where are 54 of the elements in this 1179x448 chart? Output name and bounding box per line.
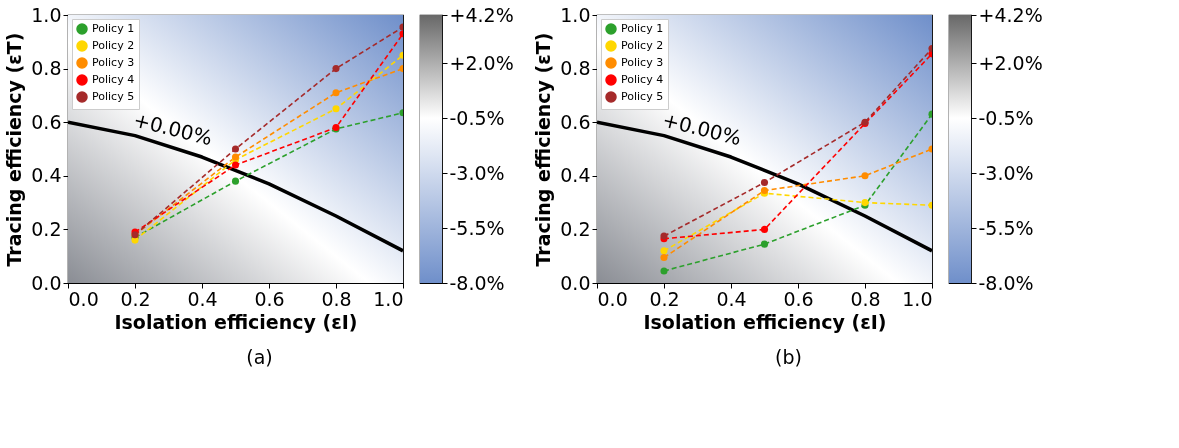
legend-label: Policy 5 xyxy=(621,90,664,103)
color-bar-label: +4.2% xyxy=(449,3,514,26)
legend-label: Policy 2 xyxy=(621,39,664,52)
y-tick-label: 0.6 xyxy=(31,110,62,133)
y-tick-label: 0.0 xyxy=(31,271,62,294)
color-bar-label: -8.0% xyxy=(449,271,505,294)
y-tick-label: 0.2 xyxy=(560,217,591,240)
text: (a) xyxy=(246,345,273,368)
y-tick-label: 0.8 xyxy=(560,57,591,80)
y-tick-label: 0.2 xyxy=(31,217,62,240)
color-bar-label: -5.5% xyxy=(449,216,505,239)
y-axis-title: Tracing efficiency (εT) xyxy=(532,32,555,267)
y-tick-label: 1.0 xyxy=(31,3,62,26)
x-tick-label: 0.0 xyxy=(597,287,628,310)
legend-label: Policy 1 xyxy=(92,22,135,35)
x-axis-title: Isolation efficiency (εI) xyxy=(114,310,358,333)
annotation: +0.00% xyxy=(131,107,215,151)
legend-label: Policy 5 xyxy=(92,90,135,103)
x-tick-label: 0.0 xyxy=(68,287,99,310)
legend-label: Policy 2 xyxy=(92,39,135,52)
y-tick-label: 0.8 xyxy=(31,57,62,80)
y-tick-label: 0.6 xyxy=(560,110,591,133)
legend-label: Policy 1 xyxy=(621,22,664,35)
x-tick-label: 0.2 xyxy=(649,287,680,310)
color-bar-label: +4.2% xyxy=(978,3,1043,26)
y-axis-title: Tracing efficiency (εT) xyxy=(3,32,26,267)
y-tick-label: 0.4 xyxy=(31,164,62,187)
x-tick-label: 1.0 xyxy=(373,287,404,310)
color-bar-label: -3.0% xyxy=(978,161,1034,184)
color-bar-label: -5.5% xyxy=(978,216,1034,239)
legend-label: Policy 4 xyxy=(621,73,664,86)
x-tick-label: 1.0 xyxy=(902,287,933,310)
x-tick-label: 0.4 xyxy=(716,287,747,310)
x-tick-label: 0.6 xyxy=(783,287,814,310)
text: (b) xyxy=(775,345,802,368)
color-bar-label: -8.0% xyxy=(978,271,1034,294)
legend-label: Policy 3 xyxy=(621,56,664,69)
x-axis-title: Isolation efficiency (εI) xyxy=(643,310,887,333)
color-bar-label: -3.0% xyxy=(449,161,505,184)
x-tick-label: 0.6 xyxy=(254,287,285,310)
y-tick-label: 0.4 xyxy=(560,164,591,187)
annotation: +0.00% xyxy=(660,107,744,151)
color-bar-label: -0.5% xyxy=(449,106,505,129)
x-tick-label: 0.8 xyxy=(850,287,881,310)
color-bar-label: +2.0% xyxy=(978,51,1043,74)
legend-label: Policy 3 xyxy=(92,56,135,69)
x-tick-label: 0.4 xyxy=(187,287,218,310)
color-bar-label: +2.0% xyxy=(449,51,514,74)
x-tick-label: 0.8 xyxy=(321,287,352,310)
legend-label: Policy 4 xyxy=(92,73,135,86)
y-tick-label: 1.0 xyxy=(560,3,591,26)
color-bar-label: -0.5% xyxy=(978,106,1034,129)
y-tick-label: 0.0 xyxy=(560,271,591,294)
x-tick-label: 0.2 xyxy=(120,287,151,310)
